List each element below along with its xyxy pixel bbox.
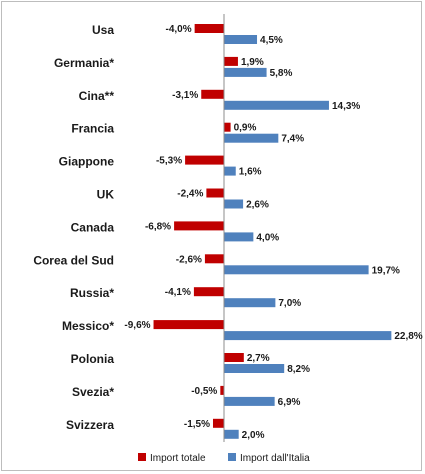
- category-label-svizzera: Svizzera: [66, 418, 114, 432]
- bar-import-italia-cina: [224, 100, 329, 110]
- data-label-import-italia-germania: 5,8%: [270, 68, 293, 79]
- legend-swatch-import-italia: [228, 453, 236, 461]
- bar-import-totale-polonia: [224, 353, 244, 362]
- bar-import-italia-giappone: [224, 166, 236, 176]
- bar-import-italia-germania: [224, 67, 267, 77]
- data-label-import-totale-giappone: -5,3%: [156, 156, 182, 167]
- legend-label-import-italia: Import dall'Italia: [240, 453, 310, 464]
- data-label-import-totale-svizzera: -1,5%: [184, 419, 210, 430]
- data-label-import-totale-germania: 1,9%: [241, 57, 264, 68]
- bar-import-italia-svizzera: [224, 429, 239, 439]
- data-label-import-italia-polonia: 8,2%: [287, 364, 310, 375]
- bar-import-italia-francia: [224, 133, 279, 143]
- bar-import-totale-russia: [193, 287, 224, 297]
- category-label-messico: Messico*: [62, 319, 114, 333]
- bar-import-totale-germania: [224, 56, 238, 66]
- category-label-uk: UK: [97, 188, 115, 202]
- bar-import-totale-cina: [201, 89, 224, 99]
- bar-import-italia-usa: [224, 35, 258, 44]
- data-label-import-italia-francia: 7,4%: [281, 134, 304, 145]
- data-label-import-italia-svezia: 6,9%: [278, 397, 301, 408]
- bar-import-italia-russia: [224, 298, 276, 308]
- data-label-import-totale-usa: -4,0%: [166, 24, 192, 35]
- category-label-cina: Cina**: [79, 89, 115, 103]
- data-label-import-italia-giappone: 1,6%: [239, 167, 262, 178]
- data-label-import-italia-russia: 7,0%: [278, 298, 301, 309]
- category-label-giappone: Giappone: [59, 155, 115, 169]
- data-label-import-italia-corea-del-sud: 19,7%: [372, 265, 400, 276]
- data-label-import-italia-svizzera: 2,0%: [242, 430, 265, 441]
- data-label-import-totale-russia: -4,1%: [165, 287, 191, 298]
- bar-import-italia-svezia: [224, 396, 275, 406]
- bar-import-totale-svizzera: [212, 418, 224, 428]
- category-label-polonia: Polonia: [71, 352, 115, 366]
- legend-label-import-totale: Import totale: [150, 453, 206, 464]
- bar-import-totale-canada: [174, 221, 224, 231]
- bar-import-italia-messico: [224, 331, 392, 341]
- data-label-import-totale-canada: -6,8%: [145, 221, 171, 232]
- bar-import-totale-giappone: [185, 155, 224, 165]
- category-label-corea-del-sud: Corea del Sud: [33, 253, 114, 267]
- legend: Import totale Import dall'Italia: [138, 453, 310, 464]
- data-label-import-totale-cina: -3,1%: [172, 90, 198, 101]
- data-label-import-italia-usa: 4,5%: [260, 35, 283, 46]
- data-label-import-italia-cina: 14,3%: [332, 101, 360, 112]
- data-label-import-italia-canada: 4,0%: [256, 232, 279, 243]
- category-label-usa: Usa: [92, 23, 114, 37]
- data-label-import-totale-uk: -2,4%: [177, 189, 203, 200]
- category-label-germania: Germania*: [54, 56, 114, 70]
- data-label-import-totale-francia: 0,9%: [234, 123, 257, 134]
- bar-import-totale-francia: [224, 122, 231, 132]
- labels-group: Usa -4,0% 4,5% Germania* 1,9% 5,8% Cina** -3,1%…: [33, 23, 423, 441]
- category-label-russia: Russia*: [70, 286, 114, 300]
- data-label-import-totale-svezia: -0,5%: [191, 386, 217, 397]
- data-label-import-italia-uk: 2,6%: [246, 200, 269, 211]
- data-label-import-italia-messico: 22,8%: [394, 331, 422, 342]
- data-label-import-totale-polonia: 2,7%: [247, 353, 270, 364]
- category-label-francia: Francia: [71, 122, 114, 136]
- category-label-canada: Canada: [71, 220, 115, 234]
- bar-import-totale-usa: [194, 24, 224, 33]
- bar-import-italia-canada: [224, 232, 254, 242]
- bar-import-totale-corea-del-sud: [204, 254, 224, 264]
- bar-import-italia-uk: [224, 199, 244, 209]
- category-label-svezia: Svezia*: [72, 385, 114, 399]
- bars-group: [153, 24, 392, 439]
- legend-swatch-import-totale: [138, 453, 146, 461]
- bar-import-totale-messico: [153, 320, 224, 330]
- bar-import-italia-corea-del-sud: [224, 265, 369, 275]
- data-label-import-totale-corea-del-sud: -2,6%: [176, 254, 202, 265]
- bar-import-totale-svezia: [220, 385, 224, 395]
- data-label-import-totale-messico: -9,6%: [124, 320, 150, 331]
- bar-import-totale-uk: [206, 188, 224, 198]
- bar-import-italia-polonia: [224, 364, 285, 373]
